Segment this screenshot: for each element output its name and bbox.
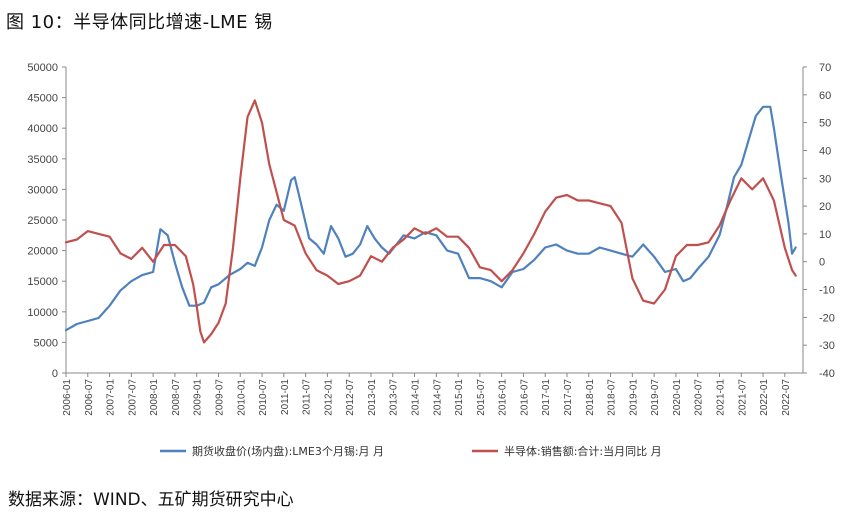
x-tick-label: 2021-07 (737, 379, 748, 416)
x-tick-label: 2012-01 (323, 379, 334, 416)
x-tick-label: 2020-01 (672, 379, 683, 416)
left-tick-label: 30000 (27, 184, 58, 196)
x-tick-label: 2011-01 (280, 379, 291, 415)
chart-axes: 0 5000 10000 15000 20000 25000 30000 35000 40000… (27, 62, 835, 416)
left-tick-label: 50000 (27, 62, 58, 74)
x-tick-label: 2009-07 (214, 379, 225, 416)
x-tick-label: 2014-01 (411, 379, 422, 416)
x-tick-label: 2018-01 (585, 379, 596, 416)
x-tick-label: 2010-01 (236, 379, 247, 416)
x-tick-label: 2015-07 (476, 379, 487, 416)
series-line-lme-tin (64, 105, 797, 332)
chart-legend: 期货收盘价(场内盘):LME3个月锡:月 月 半导体:销售额:合计:当月同比 月 (160, 444, 662, 458)
left-tick-label: 10000 (27, 307, 58, 319)
x-tick-label: 2022-07 (781, 379, 792, 416)
x-tick-label: 2016-07 (519, 379, 530, 416)
left-tick-label: 40000 (27, 123, 58, 135)
right-tick-label: 60 (819, 90, 831, 102)
x-tick-label: 2021-01 (715, 379, 726, 416)
left-tick-label: 0 (52, 368, 58, 380)
x-tick-label: 2012-07 (345, 379, 356, 416)
x-tick-label: 2018-07 (607, 379, 618, 416)
x-tick-label: 2017-01 (541, 379, 552, 416)
left-tick-label: 20000 (27, 246, 58, 258)
right-tick-label: 50 (819, 118, 831, 130)
right-tick-label: 0 (819, 257, 825, 269)
x-tick-label: 2019-01 (628, 379, 639, 416)
x-tick-label: 2014-07 (432, 379, 443, 416)
x-tick-label: 2010-07 (258, 379, 269, 416)
left-tick-label: 25000 (27, 215, 58, 227)
left-tick-label: 35000 (27, 154, 58, 166)
right-tick-label: -40 (819, 368, 835, 380)
right-tick-label: -30 (819, 340, 835, 352)
x-tick-label: 2013-07 (389, 379, 400, 416)
chart-marks (64, 99, 797, 344)
source-note: 数据来源：WIND、五矿期货研究中心 (8, 490, 294, 510)
right-tick-label: 70 (819, 62, 831, 74)
x-tick-label: 2007-07 (127, 379, 138, 416)
x-tick-label: 2019-07 (650, 379, 661, 416)
x-tick-label: 2007-01 (106, 379, 117, 416)
x-tick-label: 2006-01 (62, 379, 73, 416)
legend-item-semiconductor-yoy-label: 半导体:销售额:合计:当月同比 月 (504, 444, 662, 458)
x-tick-label: 2017-07 (563, 379, 574, 416)
x-tick-label: 2011-07 (302, 379, 313, 415)
x-tick-label: 2020-07 (694, 379, 705, 416)
right-tick-label: 20 (819, 201, 831, 213)
x-tick-label: 2006-07 (84, 379, 95, 416)
x-tick-label: 2016-01 (498, 379, 509, 416)
x-tick-label: 2008-07 (171, 379, 182, 416)
legend-item-lme-tin-label: 期货收盘价(场内盘):LME3个月锡:月 月 (192, 444, 384, 458)
x-tick-label: 2015-01 (454, 379, 465, 416)
x-tick-label: 2022-01 (759, 379, 770, 416)
right-tick-label: 30 (819, 173, 831, 185)
x-tick-label: 2008-01 (149, 379, 160, 416)
figure-title: 图 10：半导体同比增速-LME 锡 (6, 12, 273, 33)
left-tick-label: 15000 (27, 276, 58, 288)
right-tick-label: -10 (819, 285, 835, 297)
x-tick-label: 2009-01 (193, 379, 204, 416)
x-tick-label: 2013-01 (367, 379, 378, 416)
left-tick-label: 5000 (34, 337, 58, 349)
series-line-semiconductor-yoy (64, 99, 797, 344)
right-tick-label: 40 (819, 145, 831, 157)
right-tick-label: -20 (819, 312, 835, 324)
left-tick-label: 45000 (27, 93, 58, 105)
right-tick-label: 10 (819, 229, 831, 241)
